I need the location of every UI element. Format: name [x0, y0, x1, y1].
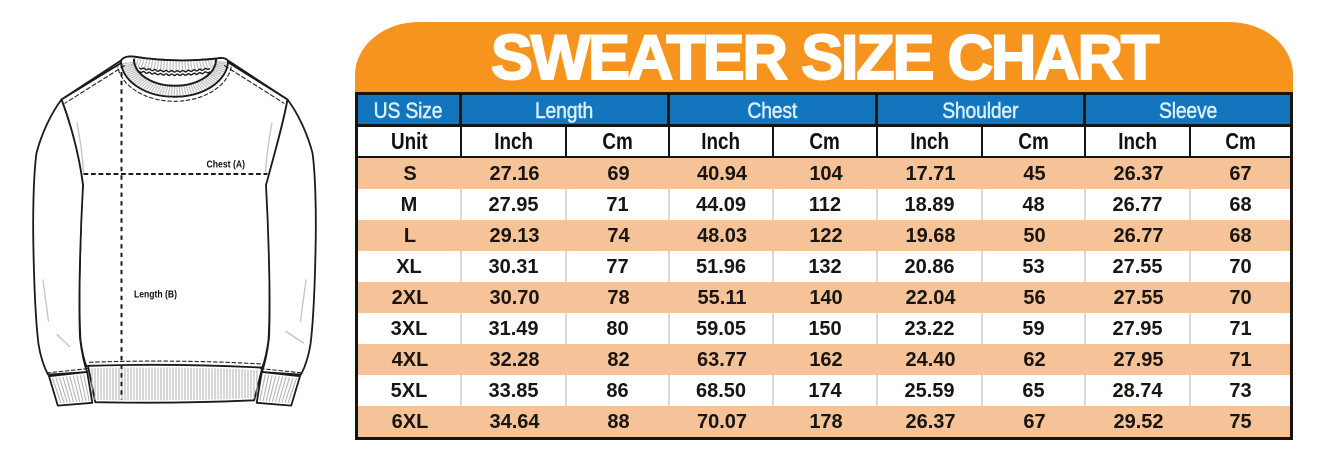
svg-text:Chest (A): Chest (A): [207, 160, 246, 171]
svg-text:Length (B): Length (B): [134, 290, 177, 301]
